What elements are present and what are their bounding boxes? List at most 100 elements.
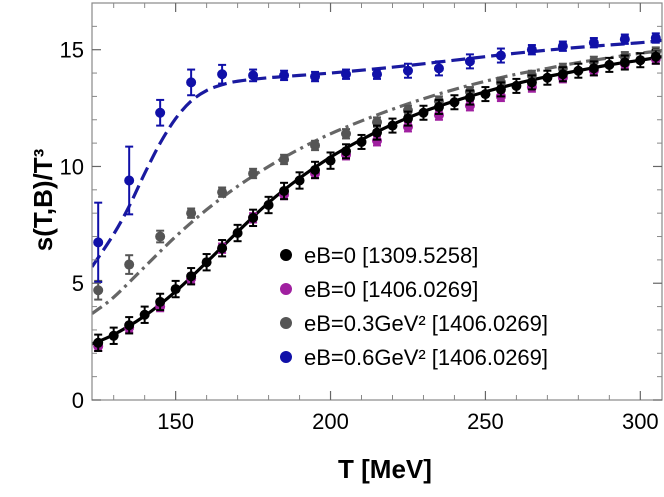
marker (294, 175, 305, 186)
y-tick-label: 0 (72, 388, 84, 413)
data-point (93, 333, 104, 352)
marker (124, 259, 135, 270)
marker (588, 63, 599, 74)
fit-curve-dashed (92, 38, 662, 268)
y-tick-label: 10 (60, 154, 84, 179)
data-point (294, 171, 305, 190)
data-point (232, 223, 243, 243)
marker (372, 127, 382, 138)
marker (310, 164, 321, 175)
data-point (186, 68, 197, 97)
data-point (449, 94, 460, 111)
data-point (433, 60, 444, 77)
data-point (325, 151, 336, 170)
marker (433, 110, 444, 121)
marker (356, 136, 367, 147)
data-point (186, 207, 197, 219)
data-point (619, 54, 630, 71)
marker (557, 41, 568, 52)
data-points (93, 32, 661, 352)
data-point (604, 56, 615, 73)
marker (588, 37, 599, 48)
marker (557, 69, 568, 80)
y-tick-label: 5 (72, 271, 84, 296)
data-point (480, 86, 491, 103)
marker (108, 330, 119, 341)
marker (201, 257, 212, 268)
data-point (557, 66, 568, 83)
data-point (341, 128, 352, 140)
data-point (495, 81, 506, 98)
data-point (279, 69, 290, 82)
marker (402, 65, 413, 76)
marker (418, 107, 429, 118)
marker (635, 55, 646, 66)
marker (650, 33, 661, 44)
marker (279, 70, 290, 81)
marker (139, 309, 150, 320)
marker (542, 72, 553, 83)
marker (650, 51, 661, 62)
legend-label: eB=0.3GeV² [1406.0269] (304, 311, 548, 336)
legend-marker (280, 249, 292, 261)
legend: eB=0 [1309.5258] eB=0 [1406.0269] eB=0.3Ge… (280, 243, 548, 370)
marker (526, 77, 537, 88)
data-point (248, 68, 259, 83)
marker (155, 296, 166, 307)
data-point (433, 98, 444, 115)
marker (232, 228, 243, 239)
data-point (186, 267, 197, 286)
data-point (402, 62, 413, 79)
marker (93, 237, 104, 248)
marker (341, 128, 352, 139)
data-point (310, 70, 321, 83)
data-point (279, 153, 290, 166)
marker (402, 121, 413, 132)
data-point (418, 104, 429, 121)
data-point (495, 47, 506, 64)
data-point (263, 195, 274, 215)
marker (511, 80, 522, 91)
data-point (93, 279, 104, 301)
data-point (124, 316, 135, 335)
data-point (341, 68, 352, 80)
marker (495, 50, 506, 61)
data-point (201, 253, 212, 272)
marker (186, 271, 197, 282)
marker (248, 212, 259, 223)
marker (248, 168, 259, 179)
data-point (372, 68, 382, 80)
marker (387, 120, 398, 131)
data-point (526, 74, 537, 91)
legend-label: eB=0 [1406.0269] (304, 277, 478, 302)
marker (186, 208, 197, 219)
marker (217, 243, 228, 254)
x-tick-label: 200 (312, 409, 349, 434)
data-point (124, 145, 135, 216)
marker (217, 69, 228, 80)
data-point (124, 254, 135, 275)
marker (402, 105, 413, 116)
data-point (619, 33, 630, 45)
marker (372, 117, 382, 128)
data-point (402, 121, 413, 133)
marker (217, 187, 228, 198)
data-point (557, 40, 568, 52)
data-point (310, 139, 321, 152)
marker (402, 113, 413, 124)
x-tick-label: 300 (622, 409, 659, 434)
legend-marker (280, 317, 292, 329)
marker (464, 56, 475, 67)
data-point (108, 326, 119, 345)
data-point (248, 208, 259, 228)
data-point (356, 133, 367, 150)
marker (495, 84, 506, 95)
data-point (279, 181, 290, 201)
data-point (139, 305, 150, 324)
legend-label: eB=0.6GeV² [1406.0269] (304, 345, 548, 370)
marker (480, 89, 491, 100)
marker (433, 63, 444, 74)
data-point (542, 69, 553, 86)
marker (124, 175, 135, 186)
